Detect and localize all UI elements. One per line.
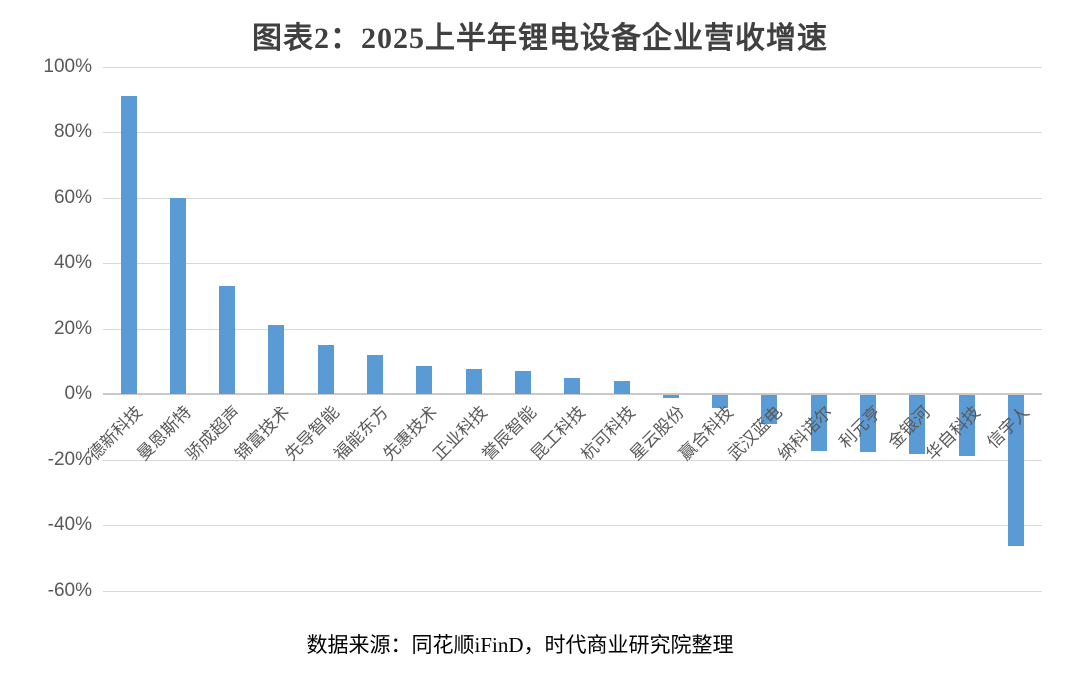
category-label: 武汉蓝电	[724, 402, 787, 465]
gridline	[103, 328, 1042, 330]
category-label: 正业科技	[429, 402, 491, 465]
bar	[958, 395, 975, 456]
bar	[810, 395, 827, 451]
chart-title: 图表2：2025上半年锂电设备企业营收增速	[252, 22, 828, 55]
y-tick-label: 0%	[64, 383, 92, 404]
bar	[317, 344, 334, 394]
category-label: 德新科技	[83, 402, 146, 465]
y-tick-label: -60%	[47, 579, 92, 601]
gridline	[103, 459, 1042, 461]
bar	[909, 395, 926, 454]
gridline	[103, 590, 1042, 592]
category-label: 利元亨	[835, 402, 885, 453]
category-label: 先惠技术	[379, 402, 442, 465]
bar	[860, 395, 876, 453]
bar	[465, 369, 482, 394]
bar	[268, 325, 285, 394]
bar	[613, 380, 630, 394]
category-label: 杭可科技	[576, 402, 639, 465]
category-label: 锦富技术	[231, 402, 294, 465]
category-label: 先导智能	[281, 402, 343, 465]
y-tick-label: -40%	[47, 514, 92, 535]
category-label: 信宇人	[983, 402, 1033, 453]
bar	[120, 95, 137, 394]
bar	[416, 366, 433, 394]
gridline	[103, 197, 1042, 199]
bar	[1007, 395, 1024, 546]
gridline	[103, 132, 1042, 133]
bar	[514, 371, 531, 394]
y-tick-label: 40%	[53, 252, 92, 273]
y-tick-label: 80%	[53, 121, 92, 142]
y-tick-label: 100%	[43, 55, 92, 77]
data-source-note: 数据来源：同花顺iFinD，时代商业研究院整理	[306, 633, 734, 657]
bar	[761, 395, 778, 425]
bar	[564, 377, 581, 394]
gridline	[103, 263, 1042, 264]
bar	[367, 354, 383, 394]
x-axis-line	[103, 393, 1042, 395]
y-tick-label: 60%	[53, 186, 92, 208]
y-tick-label: 20%	[53, 317, 92, 339]
category-label: 昆工科技	[527, 402, 590, 465]
gridline	[103, 66, 1042, 68]
bar	[662, 395, 679, 399]
gridline	[103, 525, 1042, 526]
y-tick-label: -20%	[47, 448, 92, 470]
bar	[712, 395, 729, 409]
bar	[169, 197, 186, 394]
bar	[219, 285, 236, 394]
